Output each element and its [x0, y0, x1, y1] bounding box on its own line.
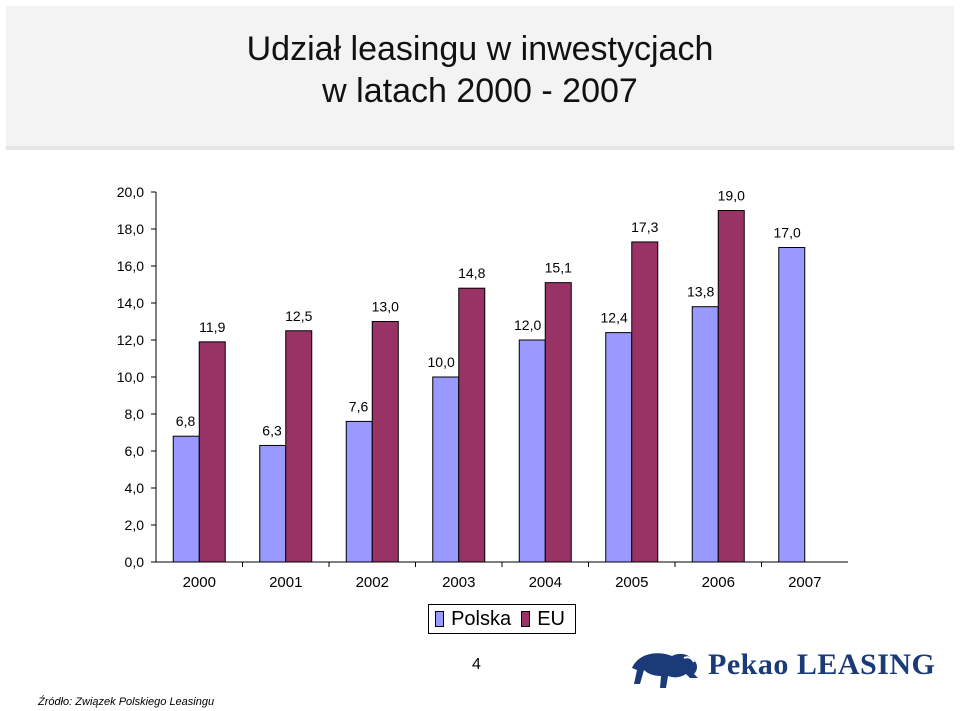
data-label-polska: 12,0 [514, 317, 541, 333]
legend-swatch-polska [435, 611, 445, 627]
bar-polska-2007 [778, 247, 806, 563]
legend-label-eu: EU [537, 607, 565, 630]
bar-polska-2002 [345, 420, 373, 563]
y-tick-label: 6,0 [125, 443, 145, 459]
x-tick-label: 2005 [615, 574, 648, 591]
x-tick-label: 2001 [269, 574, 302, 591]
bar-polska-2004 [518, 339, 546, 563]
data-label-polska: 17,0 [774, 225, 801, 241]
data-label-eu: 14,8 [458, 265, 485, 281]
bar-polska-2000 [172, 435, 200, 563]
y-tick-label: 0,0 [125, 554, 145, 570]
bar-eu-2001 [285, 330, 313, 563]
y-tick-label: 10,0 [117, 369, 144, 385]
bar-polska-2001 [259, 444, 287, 563]
x-tick-label: 2004 [529, 574, 562, 591]
data-label-polska: 7,6 [349, 398, 369, 414]
bar-eu-2006 [717, 210, 745, 563]
bar-eu-2003 [458, 287, 486, 563]
y-tick-label: 14,0 [117, 295, 144, 311]
data-label-polska: 6,3 [262, 422, 282, 438]
bar-polska-2003 [432, 376, 460, 563]
y-tick-label: 2,0 [125, 517, 145, 533]
data-label-polska: 12,4 [601, 310, 628, 326]
x-tick-label: 2000 [183, 574, 216, 591]
brand-logo-text: Pekao LEASING [708, 648, 936, 681]
data-label-eu: 15,1 [545, 260, 572, 276]
y-tick-label: 18,0 [117, 221, 144, 237]
data-label-polska: 6,8 [176, 413, 196, 429]
x-tick-label: 2002 [356, 574, 389, 591]
bison-icon [632, 653, 698, 688]
legend-label-polska: Polska [451, 607, 512, 630]
data-label-polska: 10,0 [428, 354, 455, 370]
y-tick-label: 20,0 [117, 184, 144, 200]
bar-eu-2002 [371, 321, 399, 563]
x-tick-label: 2007 [788, 574, 821, 591]
data-label-eu: 12,5 [285, 308, 312, 324]
y-tick-label: 16,0 [117, 258, 144, 274]
title-band [6, 6, 954, 150]
chart-title-line1: Udział leasingu w inwestycjach [246, 30, 714, 68]
page-number: 4 [472, 656, 481, 673]
bar-polska-2006 [691, 306, 719, 563]
bar-eu-2004 [544, 282, 572, 563]
chart-title-line2: w latach 2000 - 2007 [322, 72, 638, 110]
bar-eu-2000 [198, 341, 226, 563]
y-tick-label: 8,0 [125, 406, 145, 422]
y-tick-label: 12,0 [117, 332, 144, 348]
x-tick-label: 2006 [702, 574, 735, 591]
data-label-eu: 17,3 [631, 219, 658, 235]
data-label-polska: 13,8 [687, 284, 714, 300]
legend: Polska EU [428, 604, 576, 634]
bar-polska-2005 [605, 332, 633, 563]
source-note: Źródło: Związek Polskiego Leasingu [38, 696, 215, 708]
data-label-eu: 19,0 [718, 188, 745, 204]
data-label-eu: 13,0 [372, 299, 399, 315]
legend-swatch-eu [521, 611, 531, 627]
data-label-eu: 11,9 [199, 319, 225, 335]
x-tick-label: 2003 [442, 574, 475, 591]
bar-eu-2005 [631, 241, 659, 563]
y-tick-label: 4,0 [125, 480, 145, 496]
